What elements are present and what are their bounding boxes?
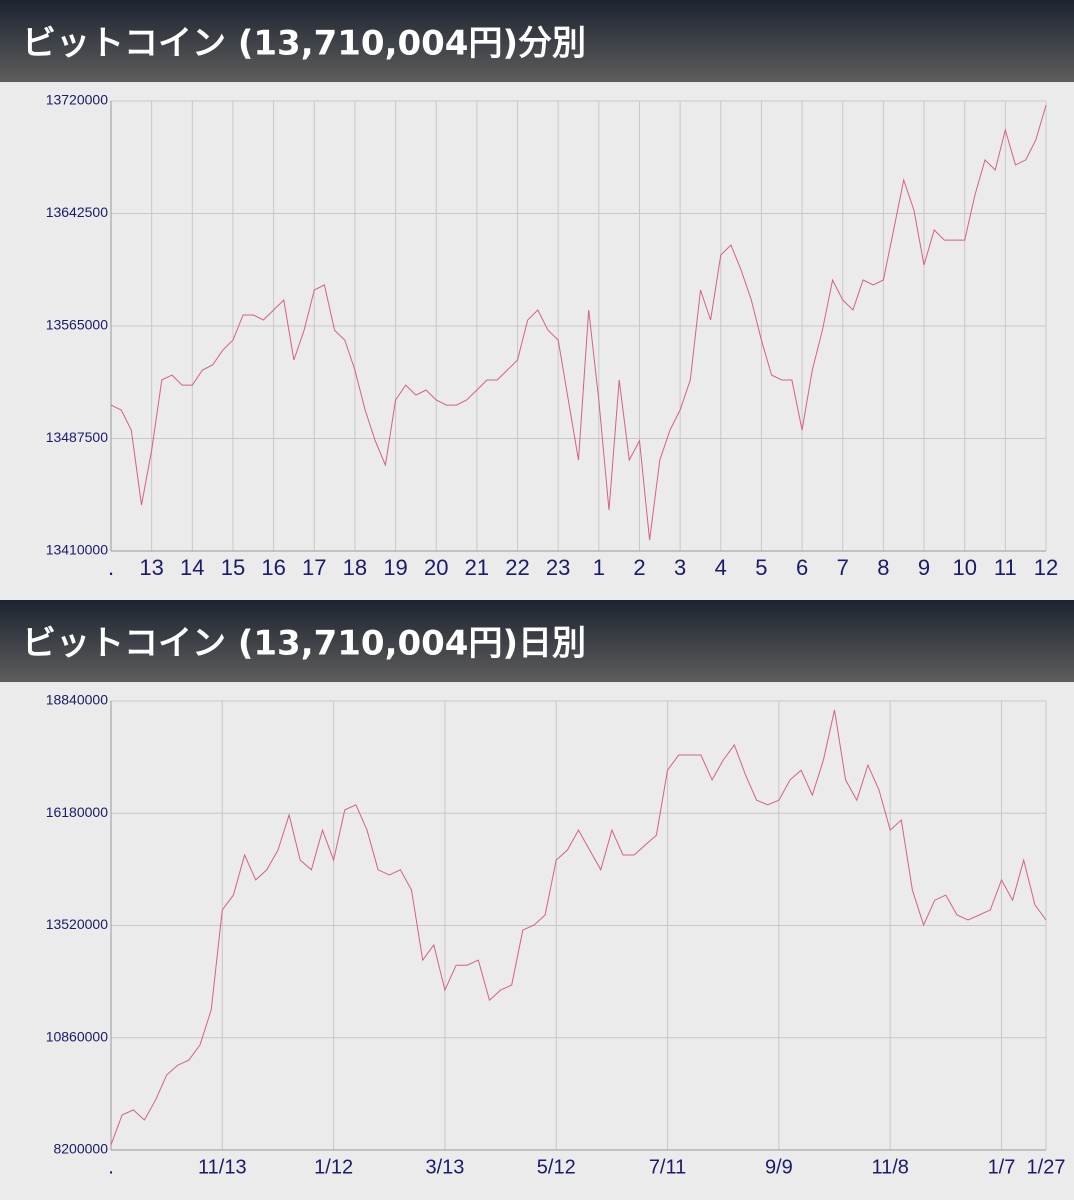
- x-tick-label: 18: [343, 555, 367, 580]
- x-tick-label: 9/9: [765, 1156, 793, 1178]
- x-tick-label: 14: [180, 555, 204, 580]
- x-tick-label: 12: [1034, 555, 1058, 580]
- x-tick-label: 15: [221, 555, 245, 580]
- x-tick-label: 3: [674, 555, 686, 580]
- x-tick-label: 4: [715, 555, 727, 580]
- x-tick-label: 3/13: [425, 1156, 464, 1178]
- price-line: [110, 104, 1047, 541]
- x-tick-label: 22: [505, 555, 529, 580]
- y-tick-label: 13520000: [46, 916, 109, 932]
- y-tick-label: 18840000: [46, 692, 109, 708]
- x-tick-label: 5: [755, 555, 767, 580]
- y-tick-label: 13642500: [46, 204, 109, 220]
- x-tick-label: 1/12: [314, 1156, 353, 1178]
- y-tick-label: 8200000: [53, 1141, 108, 1157]
- x-tick-label: 13: [139, 555, 163, 580]
- x-tick-label: 11/8: [871, 1156, 908, 1178]
- y-tick-label: 13487500: [46, 429, 109, 445]
- x-tick-label: 19: [383, 555, 407, 580]
- x-tick-label: 9: [918, 555, 930, 580]
- x-tick-label: 8: [877, 555, 889, 580]
- y-tick-label: 13410000: [46, 542, 109, 558]
- chart-area: [0, 82, 1074, 600]
- x-tick-label: 20: [424, 555, 448, 580]
- chart-area: [0, 682, 1074, 1200]
- x-tick-label: 21: [465, 555, 489, 580]
- x-tick-label: 2: [633, 555, 645, 580]
- x-tick-label: 1: [593, 555, 605, 580]
- x-tick-label: 1/27: [1027, 1156, 1066, 1178]
- y-tick-label: 10860000: [46, 1028, 109, 1044]
- panel-minute: ビットコイン (13,710,004円)分別: [0, 0, 1074, 600]
- chart-title: ビットコイン (13,710,004円)分別: [22, 24, 586, 64]
- x-tick-label: .: [108, 1156, 114, 1178]
- header-bar: [0, 600, 1074, 682]
- x-tick-label: 7/11: [649, 1156, 686, 1178]
- x-tick-label: 10: [952, 555, 976, 580]
- price-line: [110, 709, 1047, 1146]
- x-tick-label: 5/12: [537, 1156, 576, 1178]
- x-tick-label: 17: [302, 555, 326, 580]
- x-tick-label: 11/13: [198, 1156, 247, 1178]
- y-tick-label: 16180000: [46, 804, 109, 820]
- chart-title: ビットコイン (13,710,004円)日別: [22, 624, 586, 664]
- y-tick-label: 13720000: [46, 92, 109, 108]
- y-tick-label: 13565000: [46, 317, 109, 333]
- panel-daily: ビットコイン (13,710,004円)日別: [0, 600, 1074, 1200]
- x-tick-label: 16: [261, 555, 285, 580]
- x-tick-label: 7: [837, 555, 849, 580]
- header-bar: [0, 0, 1074, 82]
- x-tick-label: .: [108, 555, 114, 580]
- x-tick-label: 6: [796, 555, 808, 580]
- x-tick-label: 11: [994, 555, 1017, 580]
- x-tick-label: 23: [546, 555, 570, 580]
- x-tick-label: 1/7: [988, 1156, 1016, 1178]
